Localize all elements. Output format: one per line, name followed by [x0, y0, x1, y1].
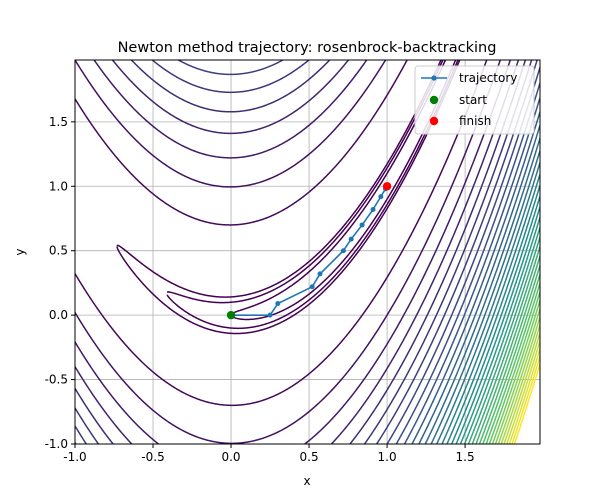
contour-line — [411, 111, 540, 444]
contour-line — [230, 60, 447, 316]
x-tick-label: 0.5 — [300, 450, 319, 464]
contour-line — [111, 60, 350, 135]
legend-start-marker — [429, 95, 439, 105]
contour-line — [230, 60, 457, 321]
x-tick-label: 1.0 — [378, 450, 397, 464]
contour-line — [446, 185, 540, 444]
plot-frame — [74, 59, 541, 445]
y-tick-label: -1.0 — [45, 437, 68, 451]
y-tick-label: 1.0 — [49, 179, 68, 193]
contour-layer — [75, 60, 540, 444]
legend-box — [414, 65, 535, 135]
contour-line — [75, 67, 540, 444]
trajectory-point — [370, 206, 376, 212]
y-axis-ticks: -1.0 -0.5 0.0 0.5 1.0 1.5 — [45, 115, 75, 451]
contour-line — [75, 60, 527, 444]
x-tick-label: -0.5 — [141, 450, 164, 464]
contour-line — [75, 60, 387, 188]
finish-marker — [382, 182, 392, 191]
contour-line — [395, 82, 540, 444]
legend-trajectory-marker — [431, 75, 437, 81]
contour-line — [450, 196, 540, 444]
legend-trajectory-label: trajectory — [459, 71, 517, 85]
trajectory-point — [309, 284, 315, 290]
x-axis-ticks: -1.0 -0.5 0.0 0.5 1.0 1.5 — [63, 444, 475, 464]
contour-line — [75, 60, 520, 444]
chart-title: Newton method trajectory: rosenbrock-bac… — [118, 40, 497, 56]
trajectory-point — [267, 312, 273, 318]
contour-line — [418, 125, 540, 444]
x-tick-label: -1.0 — [63, 450, 86, 464]
contour-line — [116, 60, 461, 335]
trajectory-point — [317, 271, 323, 277]
start-marker — [226, 310, 236, 320]
contour-line — [459, 217, 540, 444]
contour-line — [455, 206, 540, 444]
trajectory-point — [275, 301, 281, 307]
contour-line — [75, 60, 502, 444]
legend-finish-label: finish — [459, 114, 491, 128]
y-axis-label: y — [13, 248, 27, 255]
contour-line — [441, 173, 540, 444]
contour-line — [75, 60, 408, 226]
contour-line — [166, 60, 444, 304]
trajectory-point — [378, 194, 384, 200]
trajectory-point — [340, 248, 346, 254]
contour-line — [75, 60, 538, 444]
contour-line — [130, 60, 331, 113]
y-tick-label: -0.5 — [45, 373, 68, 387]
x-tick-label: 1.5 — [456, 450, 475, 464]
contour-line — [403, 97, 540, 444]
contour-line — [435, 162, 540, 444]
y-tick-label: 0.0 — [49, 308, 68, 322]
legend: trajectory start finish — [414, 65, 535, 135]
y-tick-label: 1.5 — [49, 115, 68, 129]
legend-finish-marker — [429, 116, 439, 126]
grid-layer — [74, 60, 540, 445]
contour-line — [93, 60, 368, 159]
trajectory-point — [348, 236, 354, 242]
series-layer — [226, 182, 392, 320]
y-tick-label: 0.5 — [49, 244, 68, 258]
x-axis-label: x — [303, 474, 310, 488]
contour-line — [166, 60, 459, 330]
contour-line — [424, 138, 540, 444]
x-tick-label: 0.0 — [221, 450, 240, 464]
trajectory-point — [359, 222, 365, 228]
contour-line — [75, 60, 512, 444]
legend-start-label: start — [459, 93, 487, 107]
contour-line — [116, 60, 442, 298]
contour-line — [430, 150, 540, 444]
contour-line — [75, 60, 533, 444]
